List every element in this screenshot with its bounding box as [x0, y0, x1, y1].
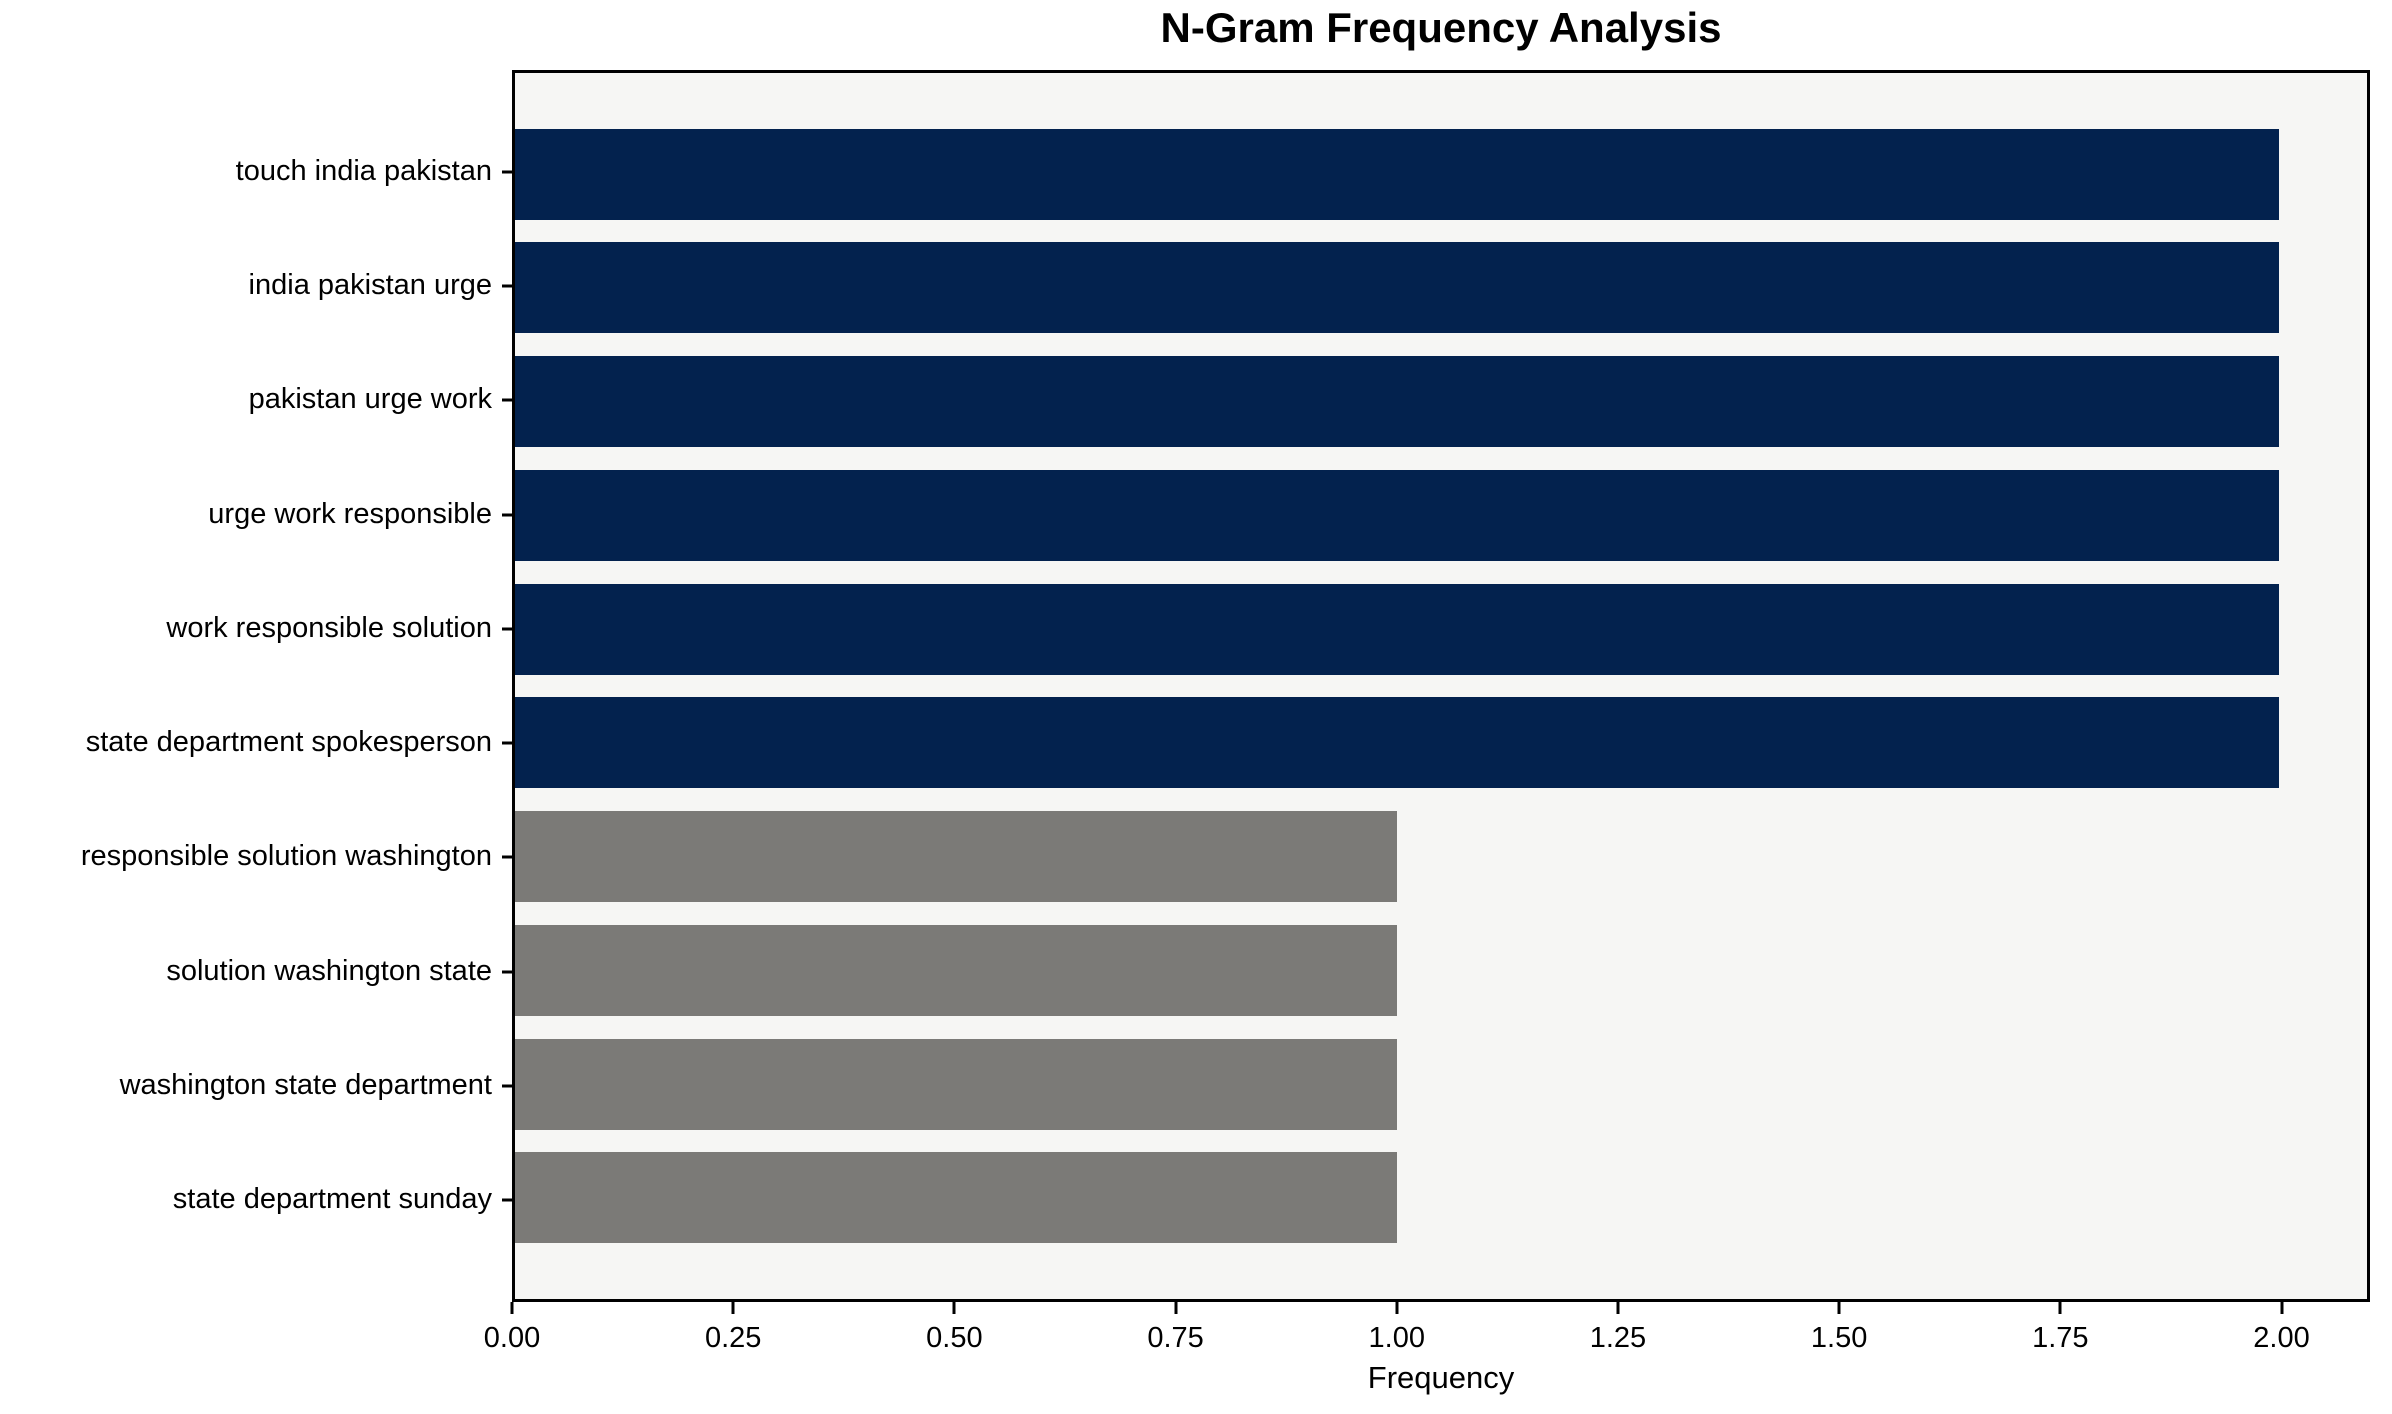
y-tick-mark: [502, 513, 512, 517]
bar: [515, 242, 2279, 334]
y-tick-label: state department spokesperson: [85, 725, 492, 758]
x-tick-label: 1.00: [1368, 1322, 1425, 1354]
y-tick-mark: [502, 1084, 512, 1088]
y-tick-label: pakistan urge work: [248, 383, 492, 416]
x-tick-label: 0.25: [704, 1322, 762, 1354]
x-tick-label: 1.75: [2032, 1322, 2089, 1354]
bar: [515, 356, 2279, 448]
y-tick-label: india pakistan urge: [248, 268, 492, 301]
x-tick-mark: [2058, 1302, 2062, 1314]
y-tick-label: state department sunday: [172, 1183, 492, 1216]
x-tick-label: 2.00: [2253, 1322, 2310, 1354]
x-tick-mark: [510, 1302, 514, 1314]
y-tick-label: work responsible solution: [166, 611, 492, 644]
y-tick-mark: [502, 970, 512, 974]
y-tick-mark: [502, 741, 512, 745]
bar: [515, 128, 2279, 220]
bar: [515, 583, 2279, 675]
x-axis-label: Frequency: [1367, 1360, 1515, 1395]
y-tick-label: washington state department: [119, 1068, 492, 1101]
y-tick-label: touch india pakistan: [235, 154, 492, 187]
y-tick-mark: [502, 398, 512, 402]
x-tick-label: 1.25: [1589, 1322, 1647, 1354]
bar: [515, 697, 2279, 789]
x-tick-mark: [1616, 1302, 1620, 1314]
x-tick-label: 0.50: [926, 1322, 983, 1354]
x-tick-label: 0.00: [483, 1322, 541, 1354]
bar: [515, 811, 1397, 903]
bar: [515, 1038, 1397, 1130]
bar: [515, 924, 1397, 1016]
x-tick-mark: [1174, 1302, 1178, 1314]
x-tick-mark: [731, 1302, 735, 1314]
y-tick-mark: [502, 284, 512, 288]
y-tick-mark: [502, 1198, 512, 1202]
plot-area: [512, 70, 2370, 1302]
x-tick-mark: [952, 1302, 956, 1314]
chart-title: N-Gram Frequency Analysis: [1160, 4, 1722, 51]
x-tick-label: 0.75: [1147, 1322, 1204, 1354]
y-tick-mark: [502, 170, 512, 174]
x-tick-mark: [1395, 1302, 1399, 1314]
bar: [515, 469, 2279, 561]
y-tick-mark: [502, 627, 512, 631]
y-tick-mark: [502, 855, 512, 859]
bar: [515, 1152, 1397, 1244]
y-tick-label: urge work responsible: [208, 497, 492, 530]
y-tick-label: responsible solution washington: [80, 840, 492, 873]
y-tick-label: solution washington state: [166, 954, 492, 987]
x-tick-label: 1.50: [1810, 1322, 1868, 1354]
x-tick-mark: [1837, 1302, 1841, 1314]
x-tick-mark: [2280, 1302, 2284, 1314]
